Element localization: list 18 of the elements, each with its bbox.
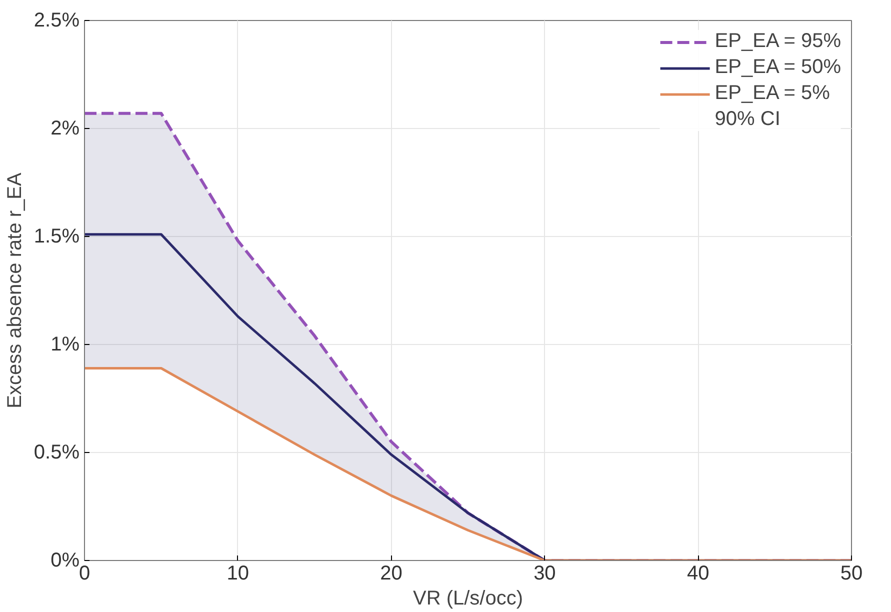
x-tick-label: 30 <box>534 562 556 584</box>
y-axis-title: Excess absence rate r_EA <box>4 172 26 408</box>
y-tick-label: 1.5% <box>34 226 80 248</box>
x-tick-label: 50 <box>840 562 863 584</box>
legend-label: EP_EA = 95% <box>714 30 841 53</box>
y-tick-label: 0% <box>50 550 80 572</box>
x-tick-label: 0 <box>78 562 90 584</box>
legend-label: EP_EA = 50% <box>714 56 841 79</box>
x-axis-title: VR (L/s/occ) <box>412 588 524 610</box>
x-tick-label: 10 <box>226 562 250 584</box>
legend-label: EP_EA = 5% <box>714 82 830 105</box>
y-tick-label: 2% <box>50 118 80 140</box>
x-tick-label: 40 <box>686 562 710 584</box>
y-tick-label: 2.5% <box>34 10 80 32</box>
y-tick-label: 0.5% <box>34 442 80 464</box>
x-tick-label: 20 <box>380 562 402 584</box>
y-tick-label: 1% <box>50 334 80 356</box>
annotation: 90% CI <box>714 108 780 131</box>
